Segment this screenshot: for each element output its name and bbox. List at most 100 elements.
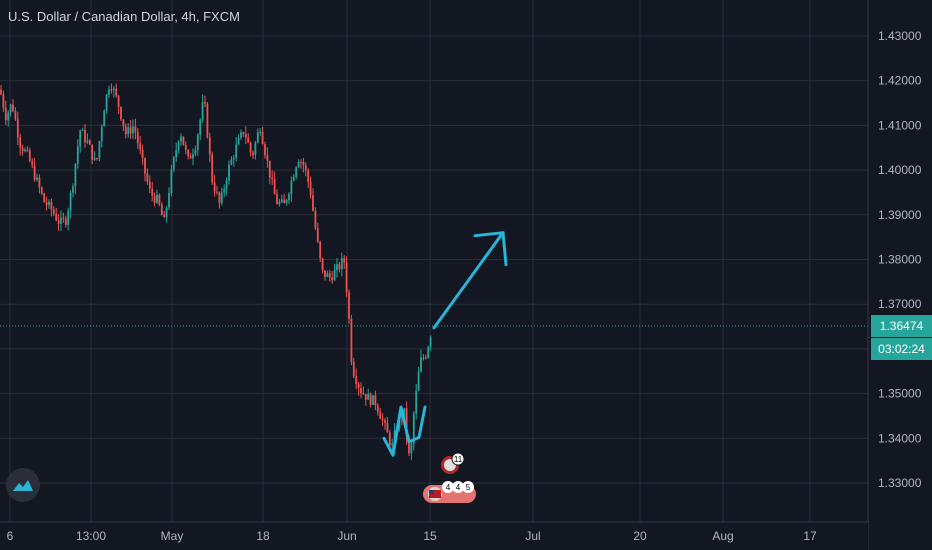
time-tick-label: Jun [337, 529, 356, 543]
candle-body [91, 144, 94, 160]
time-tick-label: 18 [256, 529, 270, 543]
candle-body [24, 149, 26, 152]
w-pattern-drawing [382, 405, 427, 457]
candle-body [175, 149, 178, 158]
candle-body [312, 195, 314, 211]
candle-body [388, 432, 391, 446]
candle-body [247, 137, 250, 143]
candle-body [424, 357, 427, 359]
drawings [382, 231, 508, 457]
candle-body [146, 173, 149, 182]
candle-body [244, 134, 247, 138]
candle-body [273, 178, 276, 195]
candle-body [266, 155, 269, 161]
candle-body [156, 194, 158, 203]
candle-body [103, 110, 106, 127]
candle-body [232, 157, 235, 160]
candle-body [12, 104, 14, 112]
candle-body [170, 169, 173, 194]
candle-body [316, 228, 319, 242]
candle-body [9, 104, 12, 113]
usd-event-count-2: 4 [456, 483, 461, 492]
candle-body [328, 273, 331, 278]
candle-body [74, 163, 77, 187]
candle-body [216, 191, 218, 193]
candle-body [309, 181, 312, 196]
candle-body [26, 149, 29, 151]
candle-body [153, 195, 156, 203]
usd-event-count-1: 4 [446, 483, 451, 492]
candle-body [4, 107, 7, 121]
candle-body [0, 89, 2, 95]
candle-body [36, 177, 38, 180]
candle-body [307, 170, 310, 182]
candle-body [177, 141, 180, 150]
candle-body [415, 390, 418, 414]
chart-grid [0, 0, 868, 522]
price-tick-label: 1.35000 [878, 387, 922, 401]
price-tick-label: 1.33000 [878, 476, 922, 490]
candle-body [172, 157, 175, 170]
candle-body [79, 130, 82, 147]
candle-body [314, 210, 317, 229]
candle-body [220, 192, 223, 203]
candle-body [40, 187, 43, 194]
candle-body [391, 443, 394, 446]
candle-body [86, 140, 89, 143]
candle-body [196, 134, 199, 150]
candle-body [208, 137, 211, 155]
candle-body [333, 269, 336, 281]
candle-body [331, 277, 334, 281]
price-tick-label: 1.37000 [878, 297, 922, 311]
candle-body [343, 258, 346, 263]
candle-body [129, 127, 132, 134]
candle-body [408, 436, 410, 454]
time-tick-label: Aug [712, 529, 733, 543]
time-axis-bg [0, 522, 868, 550]
candle-body [50, 201, 53, 210]
candle-body [184, 145, 187, 150]
arrow-head-drawing [473, 231, 508, 267]
candle-body [213, 182, 216, 192]
candle-body [204, 102, 206, 104]
candle-body [417, 371, 420, 391]
candle-body [410, 444, 413, 454]
candle-body [288, 194, 290, 200]
candle-body [302, 162, 305, 166]
candle-body [72, 186, 74, 193]
candle-body [252, 152, 254, 155]
time-tick-label: 20 [633, 529, 647, 543]
candle-body [122, 119, 125, 127]
time-tick-label: 17 [803, 529, 817, 543]
candle-body [31, 161, 34, 166]
candle-body [420, 357, 422, 372]
candle-body [381, 418, 384, 421]
tradingview-logo[interactable] [6, 468, 40, 502]
bar-countdown-label: 03:02:24 [871, 338, 932, 360]
candle-body [268, 160, 271, 178]
candle-body [348, 292, 350, 319]
candle-body [67, 210, 70, 225]
usd-event-marker[interactable]: 4 4 5 [423, 481, 476, 503]
candle-body [148, 181, 151, 189]
time-tick-label: 13:00 [76, 529, 106, 543]
candle-body [290, 180, 293, 195]
candle-body [120, 106, 122, 120]
candle-body [242, 132, 245, 135]
price-axis: 1.43000 1.42000 1.41000 1.40000 1.39000 1.380… [867, 0, 932, 550]
candle-body [201, 102, 204, 120]
chart-title: U.S. Dollar / Canadian Dollar, 4h, FXCM [8, 9, 240, 24]
candle-body [76, 146, 79, 164]
candle-body [352, 361, 355, 377]
candle-body [336, 264, 338, 270]
price-tick-label: 1.42000 [878, 74, 922, 88]
candle-body [223, 188, 226, 193]
candle-body [110, 89, 113, 91]
candle-body [69, 192, 72, 211]
candle-body [374, 395, 377, 406]
candle-body [199, 119, 202, 135]
candle-body [115, 88, 118, 96]
candle-body [158, 194, 161, 205]
cad-event-marker[interactable]: 11 [441, 452, 465, 474]
